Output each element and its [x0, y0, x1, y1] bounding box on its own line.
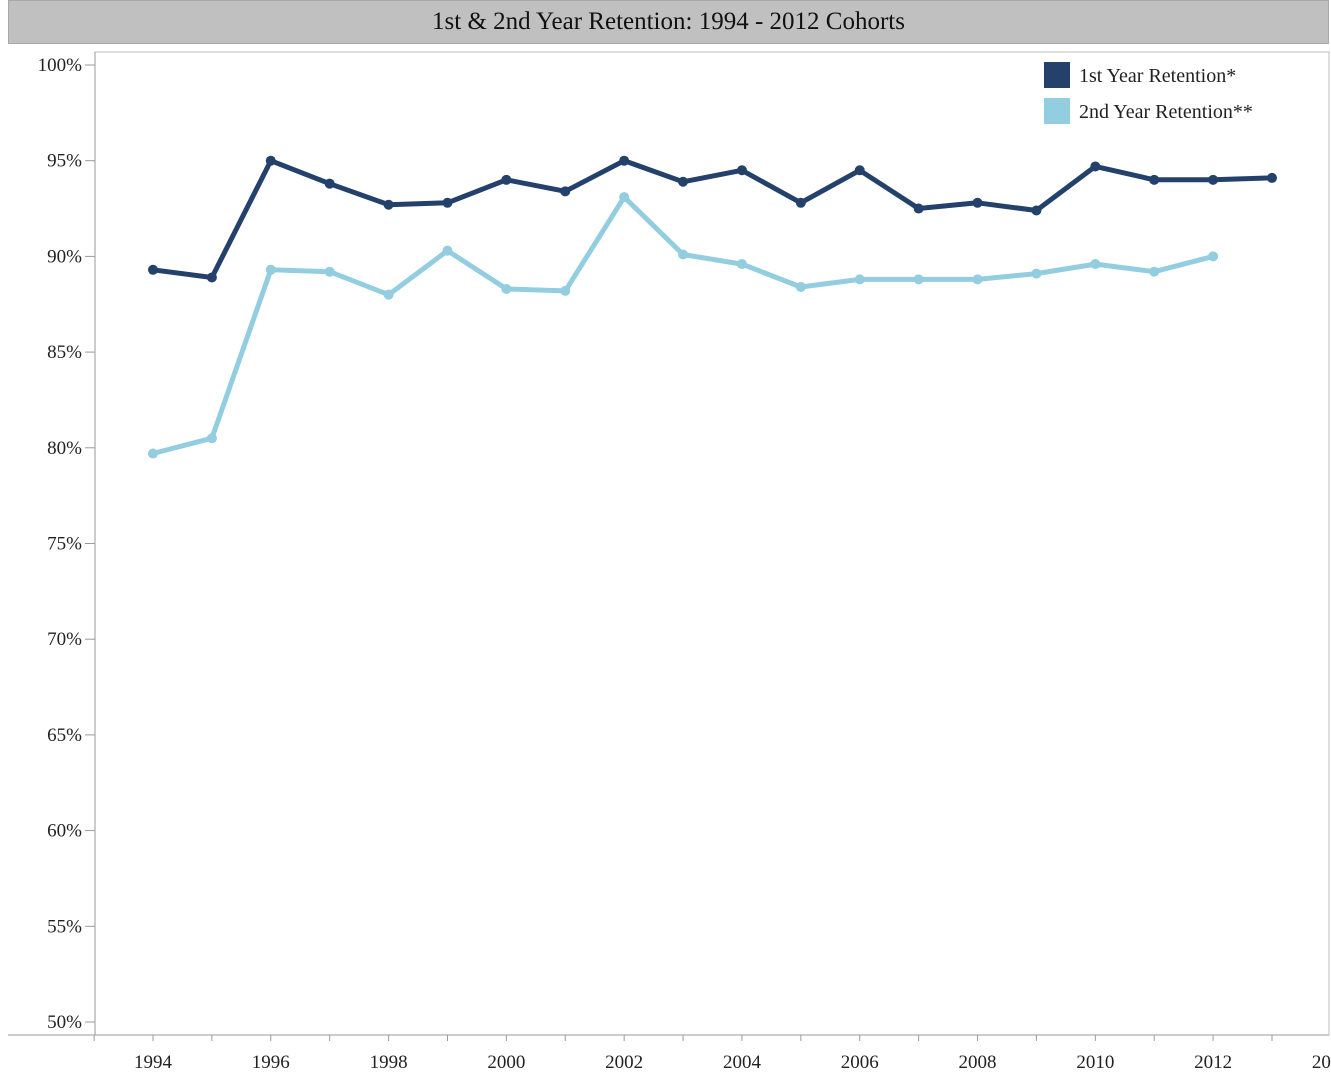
y-tick-label: 95%: [47, 151, 82, 172]
data-point: [1208, 251, 1219, 262]
x-tick-label: 2012: [1194, 1052, 1232, 1073]
x-tick-label: 2008: [959, 1052, 997, 1073]
x-tick-label: 1998: [370, 1052, 408, 1073]
data-point: [501, 283, 512, 294]
data-point: [206, 272, 217, 283]
x-tick-label: 2002: [605, 1052, 643, 1073]
data-point: [442, 197, 453, 208]
x-tick-label: 1996: [252, 1052, 290, 1073]
y-tick-label: 60%: [47, 821, 82, 842]
y-tick-label: 75%: [47, 534, 82, 555]
data-point: [736, 165, 747, 176]
data-point: [1267, 172, 1277, 183]
data-point: [795, 197, 806, 208]
x-axis-ticks: 1994 1996 1998 2000 2002 2004 2006 2008 2010 2012…: [93, 1035, 1331, 1073]
legend-swatch: [1044, 98, 1070, 124]
data-point: [265, 264, 276, 275]
data-point: [560, 285, 571, 296]
data-point: [1031, 268, 1042, 279]
data-point: [1090, 161, 1101, 172]
data-point: [678, 176, 689, 187]
data-point: [383, 199, 394, 210]
data-point: [206, 433, 217, 444]
legend-swatch: [1044, 62, 1070, 88]
data-point: [972, 197, 983, 208]
data-point: [854, 274, 865, 285]
series-line: [150, 194, 1216, 456]
series-1: [148, 155, 1277, 283]
x-tick-label: 2000: [487, 1052, 525, 1073]
x-tick-label: 2014: [1312, 1052, 1331, 1073]
data-point: [913, 203, 924, 214]
plot-frame: [94, 51, 1330, 1036]
data-point: [1031, 205, 1042, 216]
data-point: [1149, 266, 1160, 277]
data-point: [324, 178, 335, 189]
y-tick-label: 55%: [47, 916, 82, 937]
y-tick-label: 70%: [47, 629, 82, 650]
data-point: [324, 266, 335, 277]
x-tick-label: 1994: [134, 1052, 173, 1073]
data-point: [501, 174, 512, 185]
y-tick-label: 100%: [38, 55, 83, 76]
data-point: [619, 192, 630, 203]
x-tick-label: 2004: [723, 1052, 762, 1073]
y-axis-ticks: 50% 55% 60% 65% 70% 75% 80% 85% 90% 95% 100%: [38, 55, 95, 1033]
series-group: [148, 155, 1277, 459]
series-line: [150, 158, 1275, 280]
data-point: [560, 186, 571, 197]
legend-label: 2nd Year Retention**: [1079, 101, 1253, 123]
data-point: [795, 282, 806, 293]
x-tick-label: 2006: [841, 1052, 879, 1073]
y-tick-label: 80%: [47, 438, 82, 459]
axes: [8, 51, 1330, 1036]
y-tick-label: 85%: [47, 342, 82, 363]
data-point: [148, 264, 158, 275]
legend: 1st Year Retention* 2nd Year Retention**: [1044, 62, 1253, 124]
data-point: [1090, 259, 1101, 270]
data-point: [854, 165, 865, 176]
series-2: [148, 192, 1219, 459]
y-tick-label: 65%: [47, 725, 82, 746]
data-point: [383, 289, 394, 300]
x-tick-label: 2010: [1076, 1052, 1114, 1073]
data-point: [972, 274, 983, 285]
data-point: [1149, 174, 1160, 185]
y-tick-label: 50%: [47, 1012, 82, 1033]
chart-title: 1st & 2nd Year Retention: 1994 - 2012 Co…: [8, 0, 1329, 44]
data-point: [619, 155, 630, 166]
data-point: [442, 245, 453, 256]
data-point: [1208, 174, 1219, 185]
data-point: [913, 274, 924, 285]
data-point: [148, 448, 158, 459]
data-point: [265, 155, 276, 166]
data-point: [678, 249, 689, 260]
data-point: [736, 259, 747, 270]
legend-label: 1st Year Retention*: [1079, 65, 1236, 87]
y-tick-label: 90%: [47, 246, 82, 267]
